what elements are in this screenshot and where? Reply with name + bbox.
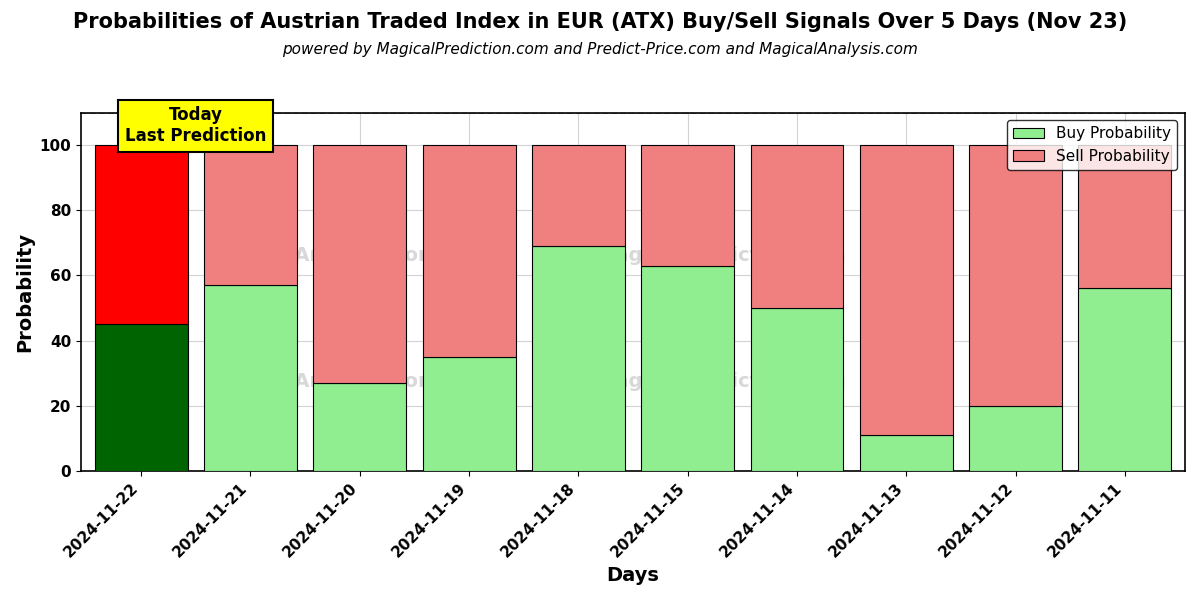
Text: Probabilities of Austrian Traded Index in EUR (ATX) Buy/Sell Signals Over 5 Days: Probabilities of Austrian Traded Index i… [73, 12, 1127, 32]
Bar [422, 145, 516, 357]
Bar [313, 383, 407, 471]
Bar [204, 285, 296, 471]
Bar [641, 266, 734, 471]
Bar [1079, 145, 1171, 289]
Bar [532, 145, 625, 246]
Text: Today
Last Prediction: Today Last Prediction [125, 106, 266, 145]
Bar [95, 145, 187, 324]
Bar [313, 145, 407, 383]
Bar [204, 145, 296, 285]
Bar [422, 357, 516, 471]
Text: MagicalAnalysis.com: MagicalAnalysis.com [210, 372, 438, 391]
Bar [970, 406, 1062, 471]
Text: MagicalAnalysis.com: MagicalAnalysis.com [210, 247, 438, 265]
Y-axis label: Probability: Probability [14, 232, 34, 352]
Bar [1079, 289, 1171, 471]
Text: powered by MagicalPrediction.com and Predict-Price.com and MagicalAnalysis.com: powered by MagicalPrediction.com and Pre… [282, 42, 918, 57]
Text: MagicalPrediction.com: MagicalPrediction.com [596, 247, 846, 265]
Bar [860, 145, 953, 435]
Bar [95, 324, 187, 471]
Bar [641, 145, 734, 266]
Bar [860, 435, 953, 471]
Bar [532, 246, 625, 471]
Text: MagicalPrediction.com: MagicalPrediction.com [596, 372, 846, 391]
Bar [750, 308, 844, 471]
Bar [970, 145, 1062, 406]
Legend: Buy Probability, Sell Probability: Buy Probability, Sell Probability [1007, 120, 1177, 170]
X-axis label: Days: Days [606, 566, 660, 585]
Bar [750, 145, 844, 308]
